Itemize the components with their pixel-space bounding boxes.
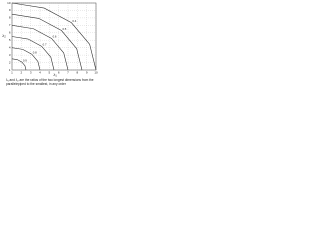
caption-box: λ₁ and λ₂ are the ratios of the two long… (6, 78, 94, 86)
contour-line (11, 47, 41, 71)
x-tick-label: 9 (86, 70, 88, 74)
y-tick-label: 3 (9, 53, 11, 57)
y-tick-label: 9 (9, 8, 11, 12)
y-axis-label: λ₂ (2, 33, 6, 38)
contour-label: 0.8 (33, 50, 37, 54)
y-tick-label: 4 (9, 45, 11, 49)
y-tick-label: 5 (9, 38, 11, 42)
contour-line (11, 2, 97, 71)
y-tick-label: 6 (9, 31, 11, 35)
y-tick-label: 8 (9, 16, 11, 20)
contour-line (11, 13, 83, 71)
y-tick-label: 7 (9, 23, 11, 27)
x-tick-label: 4 (39, 70, 41, 74)
contour-label: 0.9 (23, 58, 27, 62)
x-tick-label: 6 (58, 70, 60, 74)
contour-line (11, 36, 55, 71)
caption: λ₁ and λ₂ are the ratios of the two long… (6, 78, 94, 86)
contour-label: 0.5 (62, 27, 66, 31)
x-tick-label: 1 (11, 70, 13, 74)
x-axis-label: λ₁ (53, 72, 57, 77)
x-tick-label: 7 (67, 70, 69, 74)
x-tick-label: 5 (48, 70, 50, 74)
x-tick-label: 2 (20, 70, 22, 74)
y-tick-label: 10 (7, 1, 11, 5)
contour-label: 0.7 (43, 43, 47, 47)
x-tick-label: 10 (94, 70, 98, 74)
contour-label: 0.4 (72, 19, 76, 23)
y-tick-label: 2 (9, 60, 11, 64)
chart: λ₂ λ₁ λ₁ and λ₂ are the ratios of the tw… (2, 1, 98, 86)
x-tick-label: 3 (30, 70, 32, 74)
contour-line (11, 25, 69, 71)
contour-line (11, 58, 27, 71)
x-tick-label: 8 (76, 70, 78, 74)
contour-label: 0.6 (53, 35, 57, 39)
y-tick-label: 1 (9, 68, 11, 72)
